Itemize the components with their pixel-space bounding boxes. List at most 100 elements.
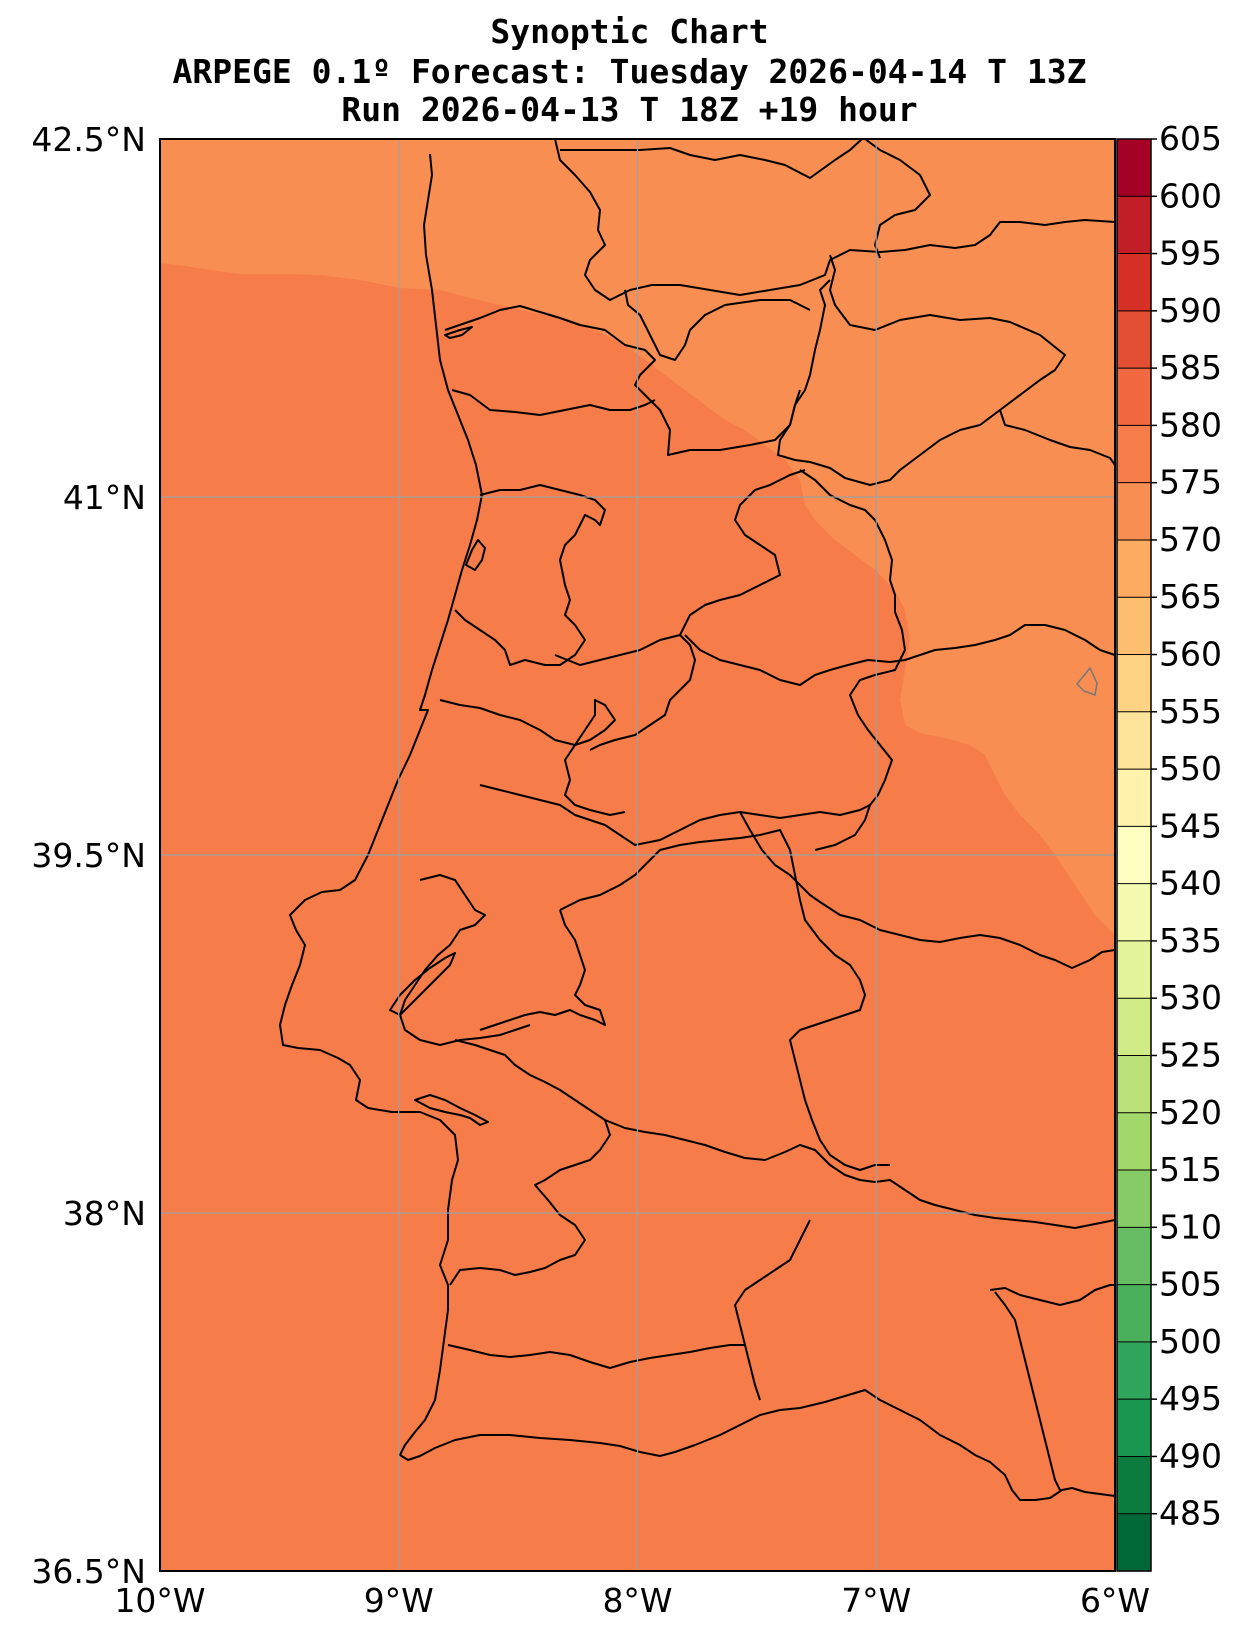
border-spain-southeast (989, 1284, 1115, 1306)
colorbar-swatch (1117, 1227, 1151, 1286)
lat-tick-labels: 36.5°N 38°N 39.5°N 41°N 42.5°N (31, 120, 146, 1591)
chart-title: Synoptic Chart (490, 12, 769, 51)
lat-tick-label: 36.5°N (31, 1552, 146, 1591)
border-district-beja (604, 1119, 1115, 1229)
colorbar-swatch (1117, 597, 1151, 656)
border-district-aveiro (454, 484, 606, 666)
border-district-beja-inner (734, 1219, 811, 1401)
border-district-vilareal (624, 289, 811, 361)
colorbar-label: 560 (1159, 635, 1222, 674)
colorbar-frame (1116, 138, 1152, 1572)
border-district-bragança (777, 279, 1001, 486)
lat-tick-label: 38°N (63, 1194, 146, 1233)
lat-tick-label: 39.5°N (31, 836, 146, 875)
border-northeast (864, 139, 931, 259)
colorbar-swatch (1117, 654, 1151, 713)
sado-estuary (414, 1094, 489, 1126)
colorbar-swatch (1117, 769, 1151, 827)
colorbar-swatch (1117, 883, 1151, 942)
border-district-castelobranco (684, 624, 1115, 686)
map-frame (159, 138, 1116, 1572)
colorbar-label: 520 (1159, 1093, 1222, 1132)
colorbar-label: 595 (1159, 234, 1222, 273)
lon-tick-label: 7°W (841, 1581, 911, 1620)
border-district-coimbra (439, 699, 626, 816)
colorbar-label: 505 (1159, 1265, 1222, 1304)
colorbar-label: 585 (1159, 348, 1222, 387)
lon-tick-labels: 10°W 9°W 8°W 7°W 6°W (114, 1581, 1150, 1620)
border-district-santarem (479, 784, 871, 846)
colorbar-label: 570 (1159, 520, 1222, 559)
colorbar-swatch (1117, 310, 1151, 369)
lon-tick-label: 9°W (364, 1581, 434, 1620)
lon-tick-label: 6°W (1080, 1581, 1150, 1620)
colorbar-swatch (1117, 1284, 1151, 1343)
ria-aveiro (465, 539, 486, 571)
colorbar-label: 605 (1159, 119, 1222, 158)
colorbar-swatch (1117, 1456, 1151, 1515)
run-subtitle: Run 2026-04-13 T 18Z +19 hour (341, 90, 918, 129)
colorbar-label: 530 (1159, 978, 1222, 1017)
colorbar-label: 565 (1159, 577, 1222, 616)
colorbar-swatch (1117, 253, 1151, 312)
colorbar-label: 550 (1159, 749, 1222, 788)
colorbar-label: 495 (1159, 1379, 1222, 1418)
colorbar-swatch (1117, 368, 1151, 426)
border-district-guarda (799, 469, 906, 851)
colorbar-label: 580 (1159, 405, 1222, 444)
border-north-2 (560, 139, 863, 179)
colorbar-swatch (1117, 196, 1151, 255)
colorbar-label: 590 (1159, 291, 1222, 330)
borders (279, 139, 1115, 1501)
colorbar-label: 600 (1159, 176, 1222, 215)
colorbar-label: 515 (1159, 1150, 1222, 1189)
border-district-evora-west (479, 909, 606, 1031)
colorbar-swatch (1117, 940, 1151, 999)
colorbar-label: 490 (1159, 1436, 1222, 1475)
lat-tick-label: 41°N (63, 478, 146, 517)
colorbar-label: 575 (1159, 463, 1222, 502)
tagus-estuary (389, 952, 456, 1016)
colorbar-label: 555 (1159, 692, 1222, 731)
colorbar-swatch (1117, 1513, 1151, 1572)
colorbar-swatch (1117, 139, 1151, 197)
border-district-leiria (589, 634, 696, 751)
colorbar-swatch (1117, 826, 1151, 885)
border-district-portalegre (739, 811, 1115, 969)
border-district-lisboa (399, 874, 531, 1046)
colorbar-label: 500 (1159, 1322, 1222, 1361)
border-spain-south (994, 1291, 1061, 1491)
colorbar-label: 545 (1159, 806, 1222, 845)
border-district-setubal (449, 1039, 611, 1286)
colorbar-swatch (1117, 539, 1151, 598)
forecast-subtitle: ARPEGE 0.1º Forecast: Tuesday 2026-04-14… (172, 52, 1087, 91)
colorbar-swatch (1117, 482, 1151, 541)
border-north (554, 139, 1115, 301)
colorbar-swatch (1117, 1399, 1151, 1458)
colorbar-label: 540 (1159, 864, 1222, 903)
colorbar-swatch (1117, 425, 1151, 484)
lon-tick-label: 10°W (114, 1581, 205, 1620)
border-spain-inner (829, 254, 1115, 466)
colorbar-swatch (1117, 1170, 1151, 1228)
colorbar-swatch (1117, 1112, 1151, 1171)
colorbar-label: 525 (1159, 1035, 1222, 1074)
colorbar: 485 490 495 500 505 510 515 520 525 530 535 540 545 5… (1116, 119, 1222, 1572)
colorbar-swatch (1117, 1341, 1151, 1400)
lat-tick-label: 42.5°N (31, 120, 146, 159)
border-district-porto (451, 389, 656, 416)
colorbar-label: 510 (1159, 1207, 1222, 1246)
colorbar-swatch (1117, 711, 1151, 770)
border-district-evora (559, 829, 890, 1171)
colorbar-swatch (1117, 1055, 1151, 1114)
district-enclave (1075, 666, 1098, 697)
colorbar-label: 535 (1159, 921, 1222, 960)
colorbar-swatch (1117, 998, 1151, 1057)
border-district-faro (447, 1344, 745, 1369)
lon-tick-label: 8°W (602, 1581, 672, 1620)
colorbar-label: 485 (1159, 1494, 1222, 1533)
minho-estuary (444, 326, 473, 339)
gridlines (160, 139, 1115, 1571)
coastline (279, 153, 1115, 1501)
